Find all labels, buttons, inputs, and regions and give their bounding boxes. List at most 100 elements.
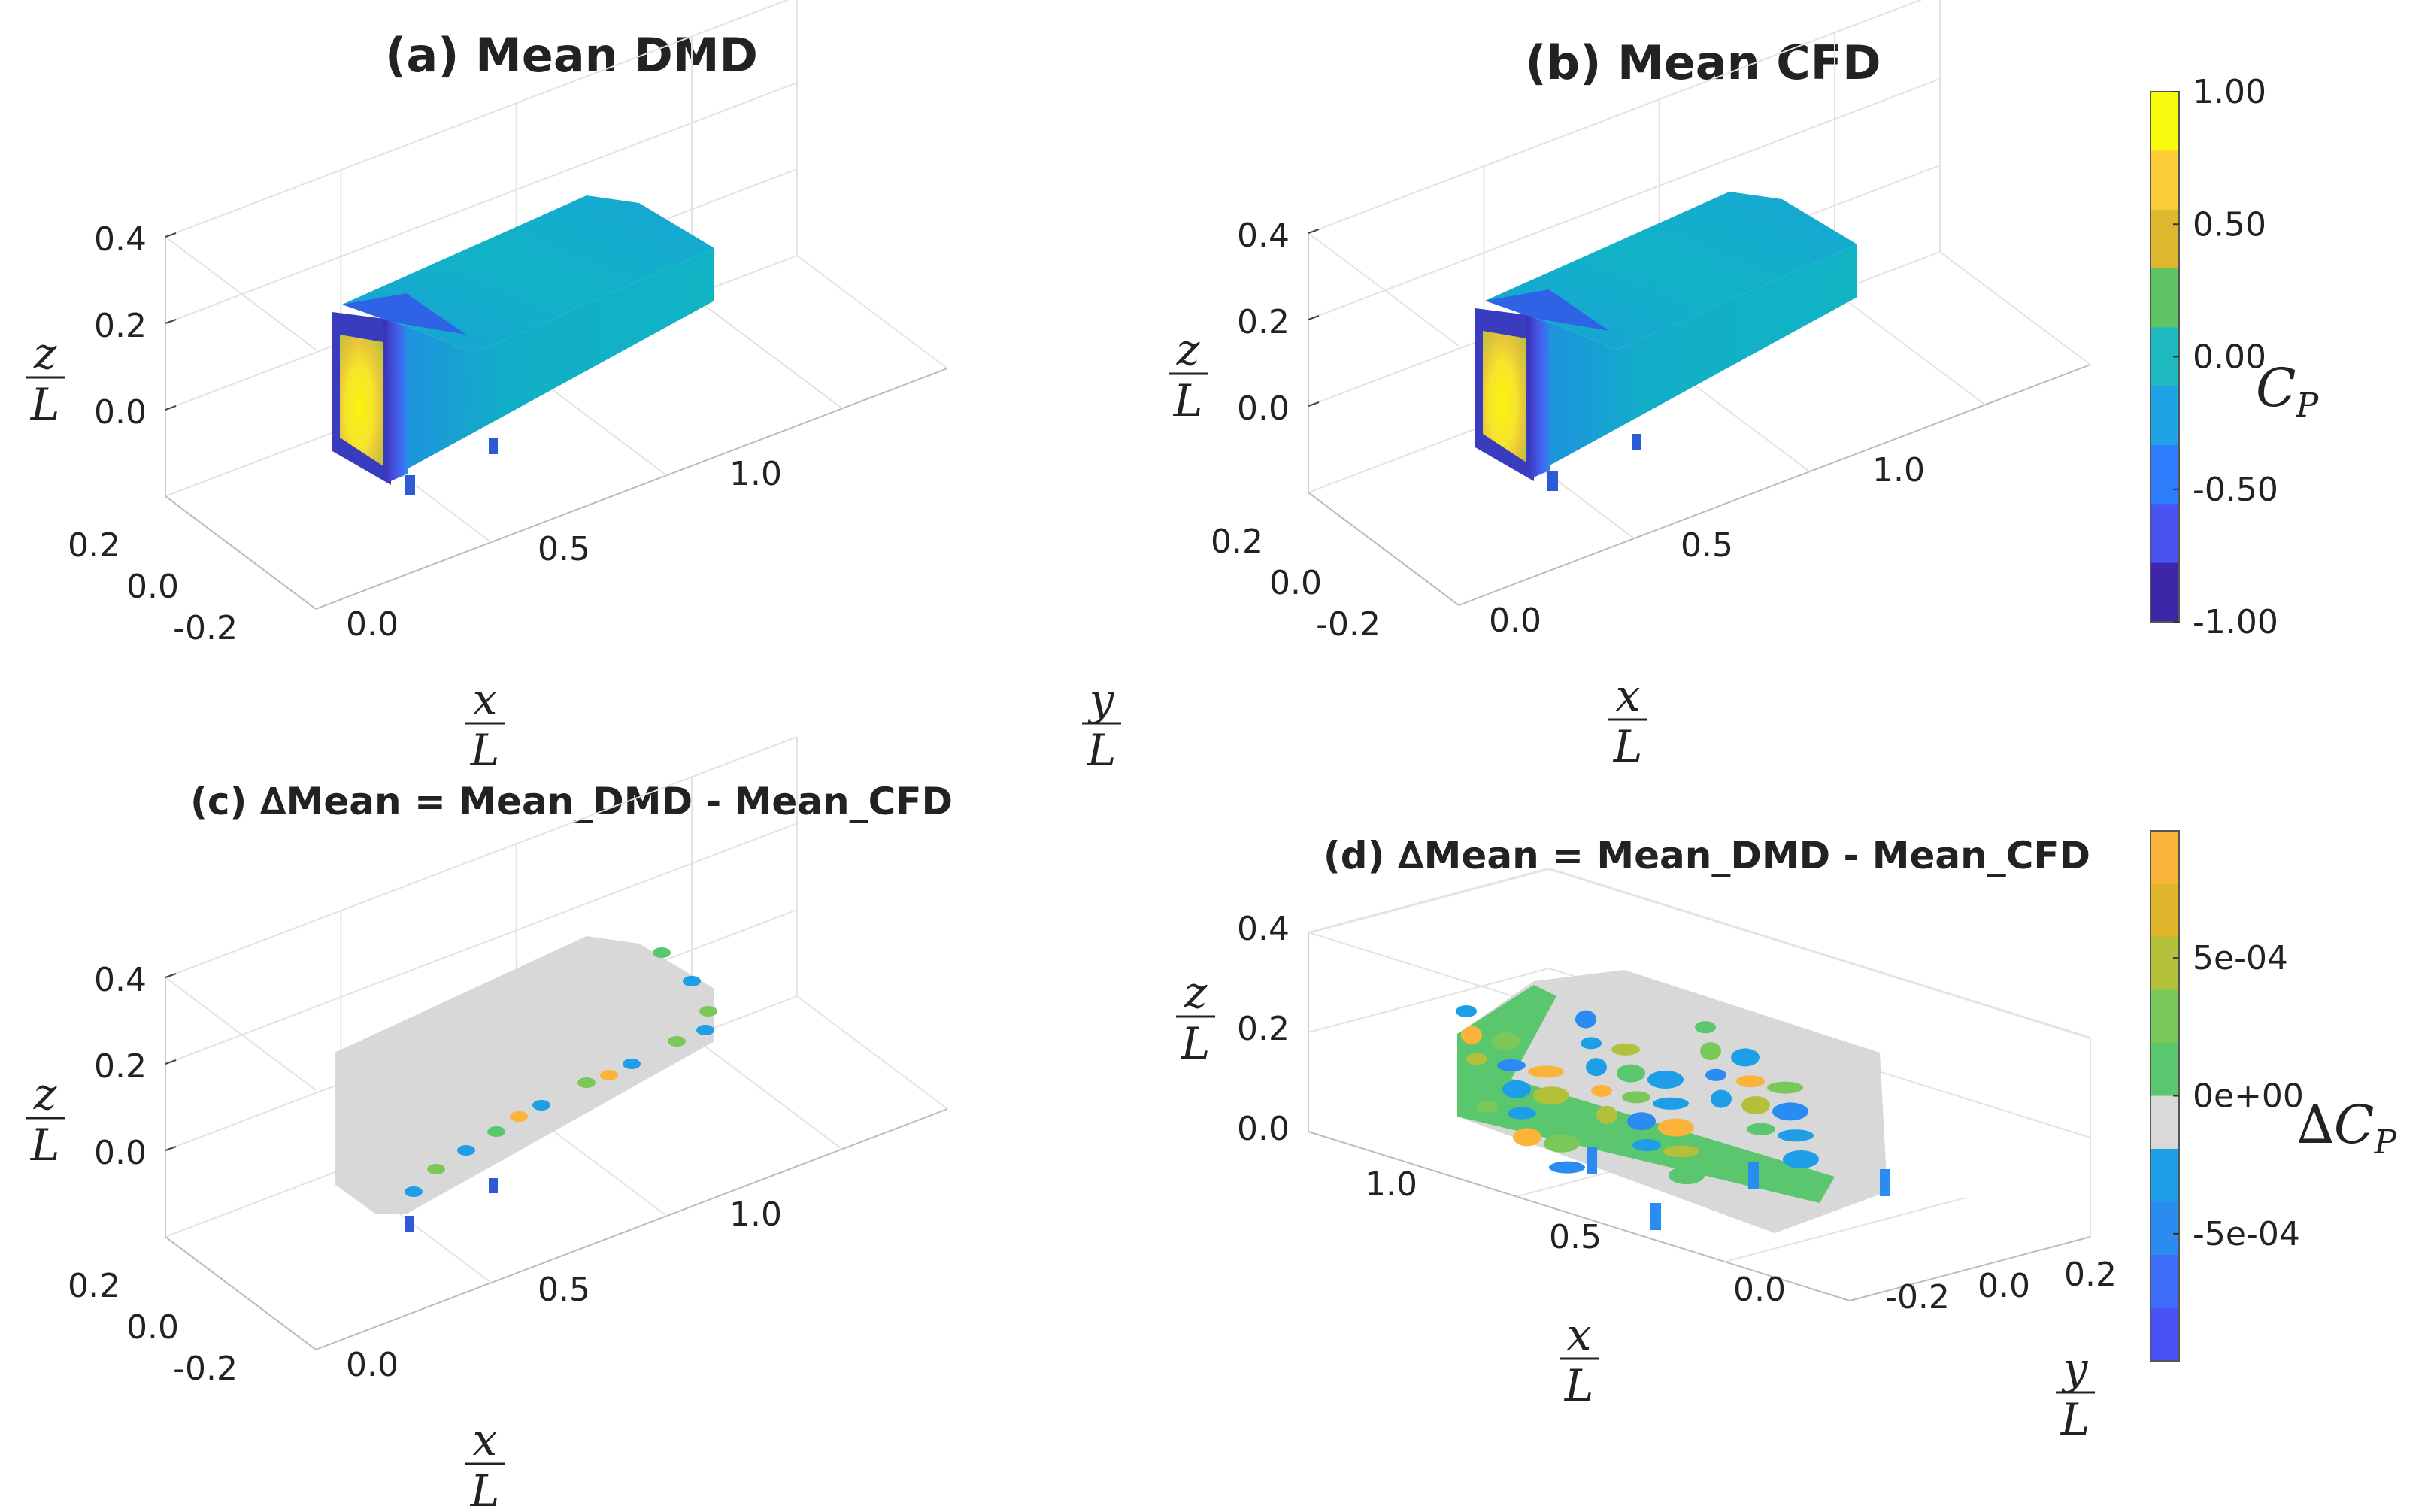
colorbar-cp-tick-3: -0.50 bbox=[2193, 471, 2278, 509]
panel-b-nose-corner bbox=[1526, 316, 1550, 479]
colorbar-dcp-swatch-6 bbox=[2151, 1149, 2179, 1202]
panel-d-err-blob-21 bbox=[1586, 1058, 1607, 1077]
panel-d-wheel-3 bbox=[1880, 1169, 1890, 1196]
panel-c-xlabel: xL bbox=[465, 1414, 505, 1512]
panel-b-zlabel-num: z bbox=[1176, 324, 1200, 375]
panel-c-ztick-mark-0 bbox=[165, 973, 177, 978]
panel-d-grid bbox=[1308, 868, 1550, 934]
panel-d-grid bbox=[1724, 1197, 1966, 1263]
panel-b-zlabel: zL bbox=[1169, 324, 1208, 426]
panel-a-ztick-mark-0 bbox=[165, 232, 177, 238]
panel-a-xtick-1: 0.5 bbox=[538, 530, 590, 568]
colorbar-cp-tick-0: 1.00 bbox=[2193, 73, 2266, 111]
panel-d-ztick-1: 0.2 bbox=[1237, 1010, 1290, 1048]
panel-a-wheel-front bbox=[405, 475, 415, 495]
panel-b-ztick-mark-1 bbox=[1308, 315, 1320, 320]
panel-d-err-blob-29 bbox=[1544, 1134, 1580, 1153]
colorbar-cp-tick-2: 0.00 bbox=[2193, 338, 2266, 377]
panel-c-ytick-0: 0.2 bbox=[68, 1267, 120, 1305]
panel-c-grid bbox=[691, 1035, 843, 1150]
panel-d-ztick-0: 0.4 bbox=[1237, 910, 1290, 948]
colorbar-dcp-swatch-3 bbox=[2151, 989, 2179, 1044]
panel-a-xlabel-den: L bbox=[470, 725, 500, 776]
panel-d-zlabel-num: z bbox=[1184, 967, 1208, 1018]
panel-d-err-blob-5 bbox=[1647, 1071, 1684, 1089]
panel-d-xtick-2: 0.0 bbox=[1733, 1271, 1786, 1309]
colorbar-cp-swatch-0 bbox=[2151, 92, 2179, 151]
colorbar-cp-tick-1: 0.50 bbox=[2193, 205, 2266, 244]
panel-c-ytick-2: -0.2 bbox=[173, 1350, 238, 1388]
colorbar-dcp-label-sub: P bbox=[2373, 1123, 2397, 1162]
panel-b-ztick-2: 0.0 bbox=[1237, 389, 1290, 428]
panel-d-ztick-2: 0.0 bbox=[1237, 1110, 1290, 1148]
panel-d-ytick-0: -0.2 bbox=[1885, 1278, 1950, 1317]
panel-c: (c) ∆Mean = Mean_DMD - Mean_CFD0.40.20.0… bbox=[26, 736, 953, 1512]
panel-c-yaxis-line bbox=[165, 1236, 317, 1350]
panel-c-err-blob-4 bbox=[668, 1036, 686, 1047]
panel-a-ytick-2: -0.2 bbox=[173, 609, 238, 647]
colorbar-cp-label-sub: P bbox=[2296, 386, 2320, 425]
panel-b-xtick-0: 0.0 bbox=[1489, 601, 1541, 640]
panel-d-xaxis-line bbox=[1308, 1131, 1851, 1301]
panel-d-wheel-1 bbox=[1748, 1162, 1759, 1189]
panel-c-xtick-0: 0.0 bbox=[346, 1346, 399, 1384]
panel-d-err-blob-35 bbox=[1783, 1150, 1819, 1168]
panel-d-err-blob-31 bbox=[1627, 1112, 1656, 1131]
panel-d-zlabel-den: L bbox=[1181, 1018, 1211, 1069]
panel-d-err-blob-0 bbox=[1456, 1005, 1477, 1017]
panel-d-err-blob-23 bbox=[1658, 1118, 1694, 1137]
panel-b-roof-edge bbox=[1485, 289, 1609, 331]
colorbar-dcp-swatch-5 bbox=[2151, 1095, 2179, 1150]
panel-a-zlabel-num: z bbox=[33, 328, 57, 379]
panel-d-xtick-1: 0.5 bbox=[1549, 1218, 1602, 1256]
panel-d-err-blob-18 bbox=[1466, 1053, 1487, 1065]
colorbar-cp-swatch-5 bbox=[2151, 386, 2179, 446]
panel-b-wheel-rear bbox=[1632, 434, 1641, 450]
panel-c-zlabel: zL bbox=[26, 1068, 65, 1171]
panel-c-xtick-2: 1.0 bbox=[729, 1195, 782, 1234]
panel-b-ylabel-den: L bbox=[1087, 725, 1117, 776]
panel-a-ztick-2: 0.0 bbox=[94, 393, 147, 432]
panel-b-ytick-2: -0.2 bbox=[1316, 605, 1381, 644]
panel-d-ylabel-num: y bbox=[2061, 1343, 2089, 1394]
panel-d-yaxis-line bbox=[1849, 1236, 2091, 1301]
panel-d-err-blob-19 bbox=[1502, 1080, 1531, 1098]
panel-a-roof-edge bbox=[342, 293, 466, 335]
panel-a-ztick-mark-2 bbox=[165, 405, 177, 411]
panel-a-ztick-mark-1 bbox=[165, 319, 177, 324]
panel-a-grid bbox=[691, 295, 843, 410]
panel-d-xlabel: xL bbox=[1560, 1309, 1599, 1411]
panel-d-wheel-0 bbox=[1587, 1147, 1597, 1174]
panel-d-ytick-2: 0.2 bbox=[2064, 1256, 2117, 1294]
panel-a-xtick-2: 1.0 bbox=[729, 455, 782, 493]
panel-c-err-blob-7 bbox=[532, 1100, 550, 1111]
panel-b-nose-face bbox=[1483, 331, 1526, 462]
panel-d-err-blob-41 bbox=[1669, 1166, 1705, 1185]
colorbar-dcp-tick-0: 5e-04 bbox=[2193, 939, 2288, 977]
panel-b-title: (b) Mean CFD bbox=[1525, 35, 1881, 90]
colorbar-dcp-swatch-1 bbox=[2151, 883, 2179, 938]
panel-c-ztick-0: 0.4 bbox=[94, 961, 147, 999]
panel-a-zlabel-den: L bbox=[30, 379, 60, 430]
colorbar-dcp-swatch-2 bbox=[2151, 937, 2179, 990]
panel-a-body-side bbox=[391, 248, 714, 474]
panel-c-grid bbox=[796, 995, 948, 1110]
panel-a-nose-corner bbox=[383, 320, 408, 483]
panel-d-err-blob-40 bbox=[1632, 1139, 1661, 1151]
panel-d-grid bbox=[1308, 968, 1550, 1033]
panel-c-body-grey bbox=[335, 936, 714, 1214]
panel-b-grid bbox=[1308, 232, 1459, 347]
colorbar-cp-swatch-1 bbox=[2151, 150, 2179, 211]
colorbar-cp-swatch-6 bbox=[2151, 445, 2179, 505]
panel-b-ztick-mark-2 bbox=[1308, 401, 1320, 407]
panel-a-wheel-rear bbox=[489, 438, 498, 454]
panel-d-err-blob-37 bbox=[1513, 1128, 1541, 1147]
panel-d-err-blob-22 bbox=[1622, 1091, 1650, 1104]
panel-c-err-blob-10 bbox=[427, 1164, 445, 1174]
panel-c-err-blob-12 bbox=[600, 1070, 618, 1080]
panel-d-err-blob-24 bbox=[1705, 1068, 1726, 1081]
panel-a-grid bbox=[165, 236, 317, 350]
panel-c-err-blob-0 bbox=[653, 947, 671, 958]
colorbar-cp-swatch-2 bbox=[2151, 209, 2179, 269]
panel-b-yaxis-line bbox=[1308, 492, 1459, 606]
